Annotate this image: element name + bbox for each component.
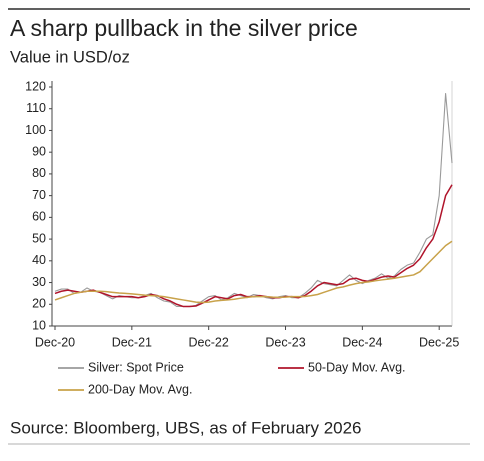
y-tick-label: 60 xyxy=(32,210,46,224)
y-tick-label: 20 xyxy=(32,297,46,311)
x-tick-label: Dec-22 xyxy=(189,335,229,349)
source-note: Source: Bloomberg, UBS, as of February 2… xyxy=(10,418,362,437)
y-tick-label: 50 xyxy=(32,231,46,245)
y-tick-label: 100 xyxy=(25,123,46,137)
y-tick-label: 90 xyxy=(32,144,46,158)
chart-title: A sharp pullback in the silver price xyxy=(10,15,358,41)
y-tick-label: 120 xyxy=(25,79,46,93)
x-tick-label: Dec-23 xyxy=(265,335,305,349)
series-line xyxy=(54,184,453,308)
legend-label: Silver: Spot Price xyxy=(88,360,184,374)
x-tick-label: Dec-21 xyxy=(112,335,152,349)
series-line xyxy=(54,240,453,304)
y-tick-label: 30 xyxy=(32,275,46,289)
y-tick-label: 70 xyxy=(32,188,46,202)
x-tick-label: Dec-24 xyxy=(342,335,382,349)
x-tick-label: Dec-20 xyxy=(35,335,75,349)
legend-label: 50-Day Mov. Avg. xyxy=(308,360,406,374)
chart-subtitle: Value in USD/oz xyxy=(10,48,130,66)
y-tick-label: 10 xyxy=(32,318,46,332)
y-tick-label: 110 xyxy=(26,101,46,115)
series-line xyxy=(54,92,453,307)
y-tick-label: 80 xyxy=(32,166,46,180)
y-tick-label: 40 xyxy=(32,253,46,267)
legend-label: 200-Day Mov. Avg. xyxy=(88,382,192,396)
x-tick-label: Dec-25 xyxy=(419,335,459,349)
